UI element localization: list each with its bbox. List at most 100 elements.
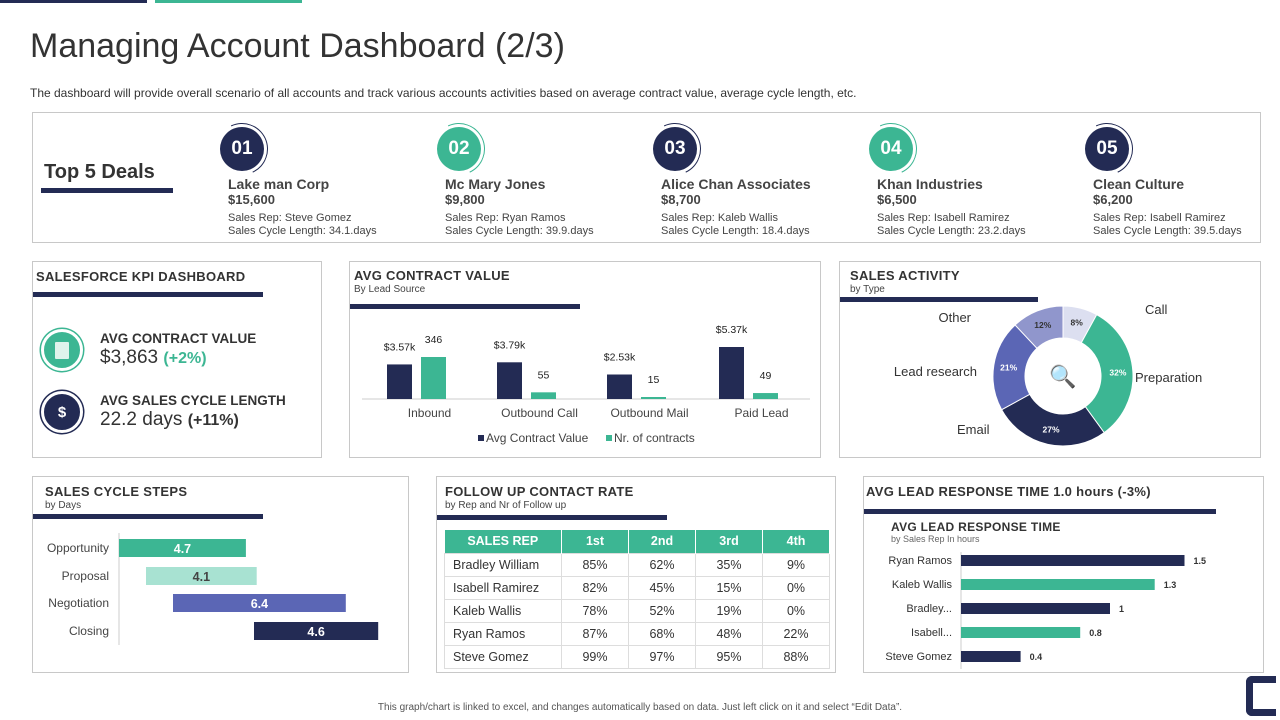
- slice-percent: 12%: [1034, 320, 1051, 330]
- dollar-cycle-icon: $: [41, 391, 83, 433]
- deal-rank-badge: 02: [437, 127, 481, 171]
- rate-cell: 48%: [695, 621, 763, 646]
- kpi-change: (+2%): [163, 350, 207, 367]
- rate-cell: 19%: [695, 598, 763, 623]
- kpi-number: 22.2 days: [100, 409, 183, 430]
- chart-subtitle: By Lead Source: [354, 284, 426, 295]
- category-label: Outbound Call: [501, 406, 578, 420]
- column-header: 1st: [561, 530, 629, 553]
- kpi-value: 22.2 days (+11%): [100, 409, 239, 431]
- rep-label: Ryan Ramos: [888, 555, 952, 567]
- rate-cell: 85%: [561, 552, 629, 577]
- rate-cell: 0%: [762, 575, 830, 600]
- step-bar: [146, 567, 257, 585]
- rep-label: Kaleb Wallis: [892, 579, 953, 591]
- title-underline: [350, 304, 580, 309]
- slice-percent: 21%: [1000, 362, 1017, 372]
- data-label: 4.1: [193, 570, 210, 584]
- response-bar: [961, 555, 1185, 566]
- rep-label: Isabell...: [911, 627, 952, 639]
- kpi-number: $3,863: [100, 347, 159, 368]
- slice-label: Other: [938, 310, 971, 325]
- data-label: 1.5: [1194, 556, 1207, 566]
- lead-response-chart: Ryan Ramos 1.5 Kaleb Wallis 1.3 Bradley... 1 I…: [885, 552, 1207, 669]
- title-underline: [437, 515, 667, 520]
- category-label: Inbound: [408, 406, 451, 420]
- bar-avg-value: [719, 347, 744, 399]
- data-label: 0.8: [1089, 628, 1102, 638]
- kpi-change: (+11%): [187, 412, 239, 429]
- deal-name: Clean Culture: [1093, 176, 1185, 192]
- deal-cycle-length: Sales Cycle Length: 23.2.days: [877, 225, 1026, 237]
- deal-value: $6,500: [877, 192, 917, 207]
- rep-label: Bradley...: [906, 603, 952, 615]
- step-bar: [119, 539, 246, 557]
- deal-value: $6,200: [1093, 192, 1133, 207]
- rate-cell: 99%: [561, 644, 629, 669]
- table-row: Steve Gomez 99% 97% 95% 88%: [444, 644, 830, 669]
- slice-label: Lead research: [894, 364, 977, 379]
- chart-subtitle: by Days: [45, 500, 82, 511]
- deal-cycle-length: Sales Cycle Length: 39.5.days: [1093, 225, 1242, 237]
- data-label: 1.3: [1164, 580, 1177, 590]
- column-header: 4th: [762, 530, 830, 553]
- sales-cycle-steps-panel: SALES CYCLE STEPS by Days Opportunity 4.7…: [32, 476, 409, 673]
- sales-activity-panel: SALES ACTIVITY by Type 8% Call 32% Preparat…: [839, 261, 1261, 458]
- step-bar: [254, 622, 379, 640]
- rep-label: Steve Gomez: [885, 651, 952, 663]
- bar-contracts: [753, 393, 778, 399]
- table-row: Ryan Ramos 87% 68% 48% 22%: [444, 621, 830, 646]
- rep-name-cell: Bradley William: [444, 552, 562, 577]
- data-label: 15: [648, 374, 660, 386]
- rate-cell: 35%: [695, 552, 763, 577]
- top-deals-panel: Top 5 Deals 01 Lake man Corp $15,600 Sal…: [32, 112, 1261, 243]
- lead-response-panel: AVG LEAD RESPONSE TIME 1.0 hours (-3%) A…: [863, 476, 1264, 673]
- bar-avg-value: [497, 362, 522, 399]
- response-bar: [961, 579, 1155, 590]
- rep-name-cell: Kaleb Wallis: [444, 598, 562, 623]
- page-subtitle: The dashboard will provide overall scena…: [30, 86, 857, 100]
- donut-slice: [1000, 393, 1105, 447]
- sales-cycle-chart: Opportunity 4.7 Proposal 4.1 Negotiation 6.4 C…: [47, 533, 379, 645]
- category-label: Paid Lead: [734, 406, 788, 420]
- title-underline: [864, 509, 1216, 514]
- deal-sales-rep: Sales Rep: Isabell Ramirez: [877, 212, 1010, 224]
- data-label: 346: [425, 334, 443, 346]
- category-label: Negotiation: [48, 596, 109, 610]
- table-row: Isabell Ramirez 82% 45% 15% 0%: [444, 575, 830, 600]
- data-label: 4.6: [307, 625, 324, 639]
- top-deals-title: Top 5 Deals: [44, 161, 155, 183]
- deal-name: Mc Mary Jones: [445, 176, 546, 192]
- deal-value: $9,800: [445, 192, 485, 207]
- analytics-magnifier-icon: 🔍: [1049, 362, 1076, 389]
- deal-rank-badge: 03: [653, 127, 697, 171]
- logo-icon: [1246, 676, 1276, 716]
- chart-title: AVG LEAD RESPONSE TIME: [891, 520, 1061, 534]
- rate-cell: 68%: [628, 621, 696, 646]
- title-underline: [33, 292, 263, 297]
- slice-label: Email: [957, 422, 990, 437]
- slice-label: Call: [1145, 302, 1168, 317]
- data-label: $2.53k: [604, 352, 636, 364]
- rate-cell: 88%: [762, 644, 830, 669]
- bar-contracts: [641, 397, 666, 399]
- category-label: Proposal: [62, 569, 109, 583]
- kpi-label: AVG SALES CYCLE LENGTH: [100, 393, 286, 408]
- avg-contract-value-panel: AVG CONTRACT VALUE By Lead Source $3.57k…: [349, 261, 821, 458]
- rep-name-cell: Ryan Ramos: [444, 621, 562, 646]
- data-label: 55: [538, 369, 550, 381]
- panel-title: AVG LEAD RESPONSE TIME 1.0 hours (-3%): [866, 484, 1151, 499]
- footer-note: This graph/chart is linked to excel, and…: [377, 702, 903, 713]
- table-row: Bradley William 85% 62% 35% 9%: [444, 552, 830, 577]
- bar-avg-value: [387, 364, 412, 399]
- data-label: 49: [760, 370, 772, 382]
- legend-swatch: [478, 435, 484, 441]
- kpi-title: SALESFORCE KPI DASHBOARD: [36, 269, 246, 284]
- bar-contracts: [531, 392, 556, 399]
- top-accent-teal: [155, 0, 302, 3]
- panel-subtitle: by Rep and Nr of Follow up: [445, 500, 567, 511]
- title-underline: [41, 188, 173, 193]
- deal-sales-rep: Sales Rep: Ryan Ramos: [445, 212, 566, 224]
- contract-bar-chart: $3.57k 346 Inbound $3.79k 55 Outbound Call $2.…: [362, 324, 810, 445]
- rate-cell: 0%: [762, 598, 830, 623]
